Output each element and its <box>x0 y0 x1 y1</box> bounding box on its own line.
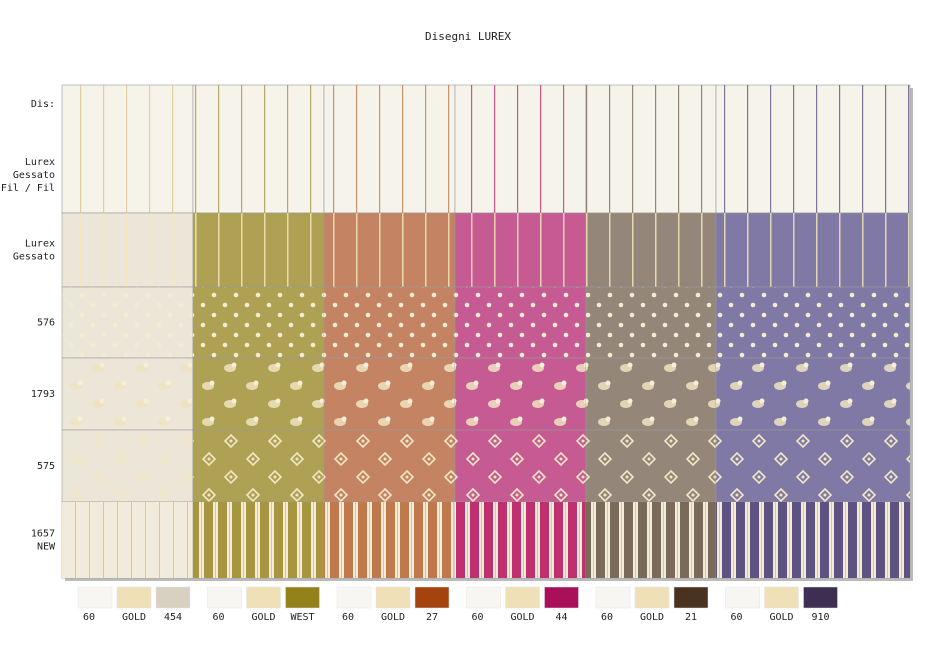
row-label: 575 <box>37 461 55 472</box>
chip-label: GOLD <box>381 612 405 623</box>
color-chip <box>544 586 579 609</box>
swatch-pattern <box>716 502 910 578</box>
swatch-pattern <box>586 502 716 578</box>
color-chip <box>77 586 113 609</box>
swatch-pattern <box>324 502 455 578</box>
swatch-pattern <box>324 85 455 213</box>
row-label: Fil / Fil <box>1 183 55 194</box>
swatch-pattern <box>62 213 193 287</box>
color-chip <box>116 586 152 609</box>
swatch-pattern <box>324 287 455 358</box>
swatch-pattern <box>716 430 910 502</box>
row-label: NEW <box>37 542 56 553</box>
chip-label: 60 <box>83 612 95 623</box>
header-label: Dis: <box>31 99 55 110</box>
swatch-pattern <box>193 358 324 430</box>
color-chip <box>155 586 191 609</box>
swatch-pattern <box>193 287 324 358</box>
color-chip <box>725 586 760 609</box>
chip-label: 60 <box>601 612 613 623</box>
color-chip <box>375 586 411 609</box>
row-label: Lurex <box>25 239 55 250</box>
swatch-pattern <box>193 502 324 578</box>
swatch-pattern <box>324 213 455 287</box>
chip-label: GOLD <box>251 612 275 623</box>
chip-label: 60 <box>212 612 224 623</box>
row-label: 1657 <box>31 529 55 540</box>
color-chip <box>803 586 838 609</box>
chip-label: 454 <box>164 612 182 623</box>
chip-label: WEST <box>290 612 314 623</box>
row-label: 1793 <box>31 389 55 400</box>
swatch-pattern <box>455 85 586 213</box>
swatch-pattern <box>324 430 455 502</box>
swatch-pattern <box>193 430 324 502</box>
row-label: Lurex <box>25 157 55 168</box>
swatch-pattern <box>455 502 586 578</box>
chip-label: 27 <box>426 612 438 623</box>
swatch-pattern <box>716 287 910 358</box>
swatch-pattern <box>324 358 455 430</box>
swatch-pattern <box>62 85 193 213</box>
swatch-pattern <box>716 213 910 287</box>
color-chip <box>764 586 799 609</box>
color-chip <box>505 586 540 609</box>
chip-label: GOLD <box>122 612 146 623</box>
swatch-pattern <box>586 287 716 358</box>
chip-label: 60 <box>342 612 354 623</box>
color-chip <box>285 586 320 609</box>
swatch-pattern <box>193 213 324 287</box>
chip-label: 44 <box>555 612 567 623</box>
chip-label: GOLD <box>769 612 793 623</box>
swatch-pattern <box>586 213 716 287</box>
chip-label: GOLD <box>640 612 664 623</box>
row-label: Gessato <box>13 252 55 263</box>
chip-label: 60 <box>730 612 742 623</box>
swatch-pattern <box>586 358 716 430</box>
row-label: 576 <box>37 318 55 329</box>
chip-label: 910 <box>811 612 829 623</box>
swatch-pattern <box>455 213 586 287</box>
color-chip <box>414 586 450 609</box>
page-title: Disegni LUREX <box>425 30 511 43</box>
color-chip <box>466 586 501 609</box>
swatch-pattern <box>455 358 586 430</box>
color-chip <box>595 586 631 609</box>
color-chip <box>246 586 281 609</box>
chip-label: 60 <box>471 612 483 623</box>
swatch-pattern <box>62 502 193 578</box>
chip-label: 21 <box>685 612 697 623</box>
swatch-pattern <box>586 430 716 502</box>
swatch-pattern <box>62 287 193 358</box>
color-chip <box>673 586 709 609</box>
swatch-pattern <box>586 85 716 213</box>
chip-label: GOLD <box>510 612 534 623</box>
color-chip <box>336 586 372 609</box>
swatch-pattern <box>62 430 193 502</box>
swatch-pattern <box>62 358 193 430</box>
color-chip <box>634 586 670 609</box>
swatch-pattern <box>455 287 586 358</box>
swatch-pattern <box>716 358 910 430</box>
row-label: Gessato <box>13 170 55 181</box>
swatch-pattern <box>716 85 910 213</box>
swatch-pattern <box>193 85 324 213</box>
color-chip <box>207 586 242 609</box>
swatch-pattern <box>455 430 586 502</box>
